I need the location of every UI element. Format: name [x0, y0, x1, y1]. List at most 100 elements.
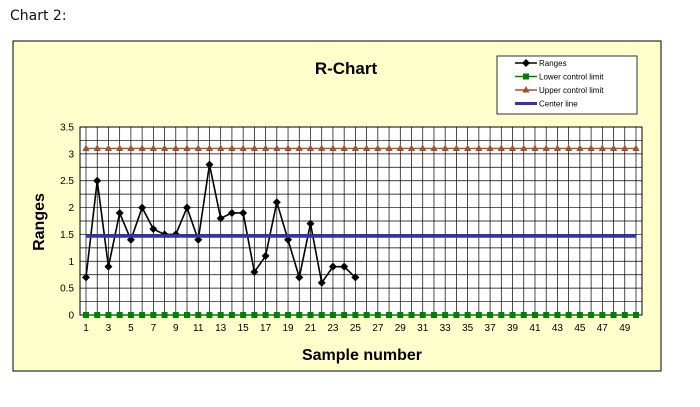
upper-control-limit-point [273, 144, 281, 151]
lower-control-limit-point [386, 312, 393, 318]
chart-series [82, 144, 640, 318]
upper-control-limit-point [93, 144, 101, 151]
lower-control-limit-point [184, 312, 191, 318]
upper-control-limit-point [374, 144, 382, 151]
ranges-point [284, 235, 293, 244]
upper-control-limit-point [82, 144, 90, 151]
upper-control-limit-point [396, 144, 404, 151]
lower-control-limit-point [195, 312, 202, 318]
lower-control-limit-point [116, 312, 123, 318]
y-tick-label: 3.5 [60, 123, 74, 134]
legend-label-ranges: Ranges [539, 59, 567, 68]
lower-control-limit-point [531, 312, 538, 318]
upper-control-limit-point [542, 144, 550, 151]
y-axis-ticks: 0 0.5 1 1.5 2 2.5 3 3.5 [60, 123, 74, 322]
ranges-point [205, 160, 214, 169]
upper-control-limit-point [419, 144, 427, 151]
x-axis-ticks: 1 3 5 7 9 11 13 15 17 19 21 23 25 27 29 31 33 35 37 39 41 43 4… [83, 323, 631, 334]
lower-control-limit-point [285, 312, 292, 318]
lower-control-limit-point [273, 312, 280, 318]
upper-control-limit-point [565, 144, 573, 151]
x-tick-label: 17 [260, 323, 272, 334]
upper-control-limit-point [205, 144, 214, 151]
upper-control-limit-point [385, 144, 393, 151]
lower-control-limit-point [139, 312, 146, 318]
x-tick-label: 5 [128, 323, 134, 334]
upper-control-limit-point [306, 144, 315, 151]
x-tick-label: 15 [238, 323, 250, 334]
chart-title: R-Chart [315, 59, 378, 78]
upper-control-limit-point [284, 144, 292, 151]
upper-control-limit-point [464, 144, 472, 151]
x-tick-label: 47 [597, 323, 609, 334]
ranges-point [126, 235, 135, 244]
x-tick-label: 45 [574, 323, 586, 334]
y-tick-label: 2 [68, 203, 74, 214]
upper-control-limit-point [430, 144, 438, 151]
y-axis-label: Ranges [31, 193, 48, 251]
upper-control-limit-point [452, 144, 461, 151]
upper-control-limit-point [318, 144, 326, 151]
lower-control-limit-point [228, 312, 235, 318]
y-tick-label: 0.5 [60, 284, 74, 295]
ranges-point [104, 262, 113, 271]
upper-control-limit-point [239, 144, 247, 151]
lower-control-limit-point [509, 312, 516, 318]
lower-control-limit-point [442, 312, 449, 318]
y-tick-label: 1 [68, 257, 74, 268]
upper-control-limit-point [351, 144, 359, 151]
lower-control-limit-point [296, 312, 303, 318]
x-tick-label: 35 [462, 323, 474, 334]
x-tick-label: 31 [417, 323, 429, 334]
upper-control-limit-point [104, 144, 113, 151]
lower-control-limit-point [554, 312, 561, 318]
upper-control-limit-point [632, 144, 640, 151]
lower-control-limit-point [520, 312, 527, 318]
y-tick-label: 1.5 [60, 230, 74, 241]
x-tick-label: 49 [619, 323, 631, 334]
legend: Ranges Lower control limit Upper control l… [496, 55, 638, 115]
x-tick-label: 29 [395, 323, 407, 334]
x-tick-label: 33 [440, 323, 452, 334]
x-tick-label: 41 [529, 323, 541, 334]
lower-control-limit-point [633, 312, 639, 318]
x-tick-label: 3 [106, 323, 112, 334]
x-tick-label: 23 [327, 323, 339, 334]
ranges-point [306, 219, 315, 228]
upper-control-limit-point [116, 144, 124, 151]
upper-control-limit-point [149, 144, 157, 151]
ranges-point [250, 268, 259, 277]
lower-control-limit-point [363, 312, 370, 318]
upper-control-limit-point [138, 144, 146, 151]
ranges-point [295, 273, 304, 282]
lower-control-limit-point [599, 312, 606, 318]
upper-control-limit-point [520, 144, 528, 151]
x-axis-label: Sample number [302, 347, 422, 364]
upper-control-limit-point [295, 144, 303, 151]
lower-control-limit-point [487, 312, 494, 318]
lower-control-limit-point [161, 312, 168, 318]
lower-control-limit-point [397, 312, 404, 318]
x-tick-label: 7 [151, 323, 157, 334]
upper-control-limit-point [475, 144, 483, 151]
lower-control-limit-point [262, 312, 269, 318]
lower-control-limit-point [217, 312, 224, 318]
chart-caption: Chart 2: [10, 8, 67, 24]
upper-control-limit-point [486, 144, 494, 151]
ranges-point [138, 203, 147, 212]
upper-control-limit-point [621, 144, 629, 151]
lower-control-limit-point [240, 312, 247, 318]
upper-control-limit-point [363, 144, 371, 151]
y-tick-label: 3 [68, 149, 74, 160]
ranges-point [149, 225, 158, 234]
upper-control-limit-point [553, 144, 562, 151]
legend-marker-upper-control-limit [522, 86, 530, 93]
lower-control-limit-point [83, 312, 89, 318]
upper-control-limit-point [160, 144, 169, 151]
upper-control-limit-point [598, 144, 606, 151]
ranges-point [183, 203, 192, 212]
x-tick-label: 43 [552, 323, 564, 334]
upper-control-limit-point [261, 144, 270, 151]
x-tick-label: 9 [173, 323, 179, 334]
x-tick-label: 27 [372, 323, 384, 334]
